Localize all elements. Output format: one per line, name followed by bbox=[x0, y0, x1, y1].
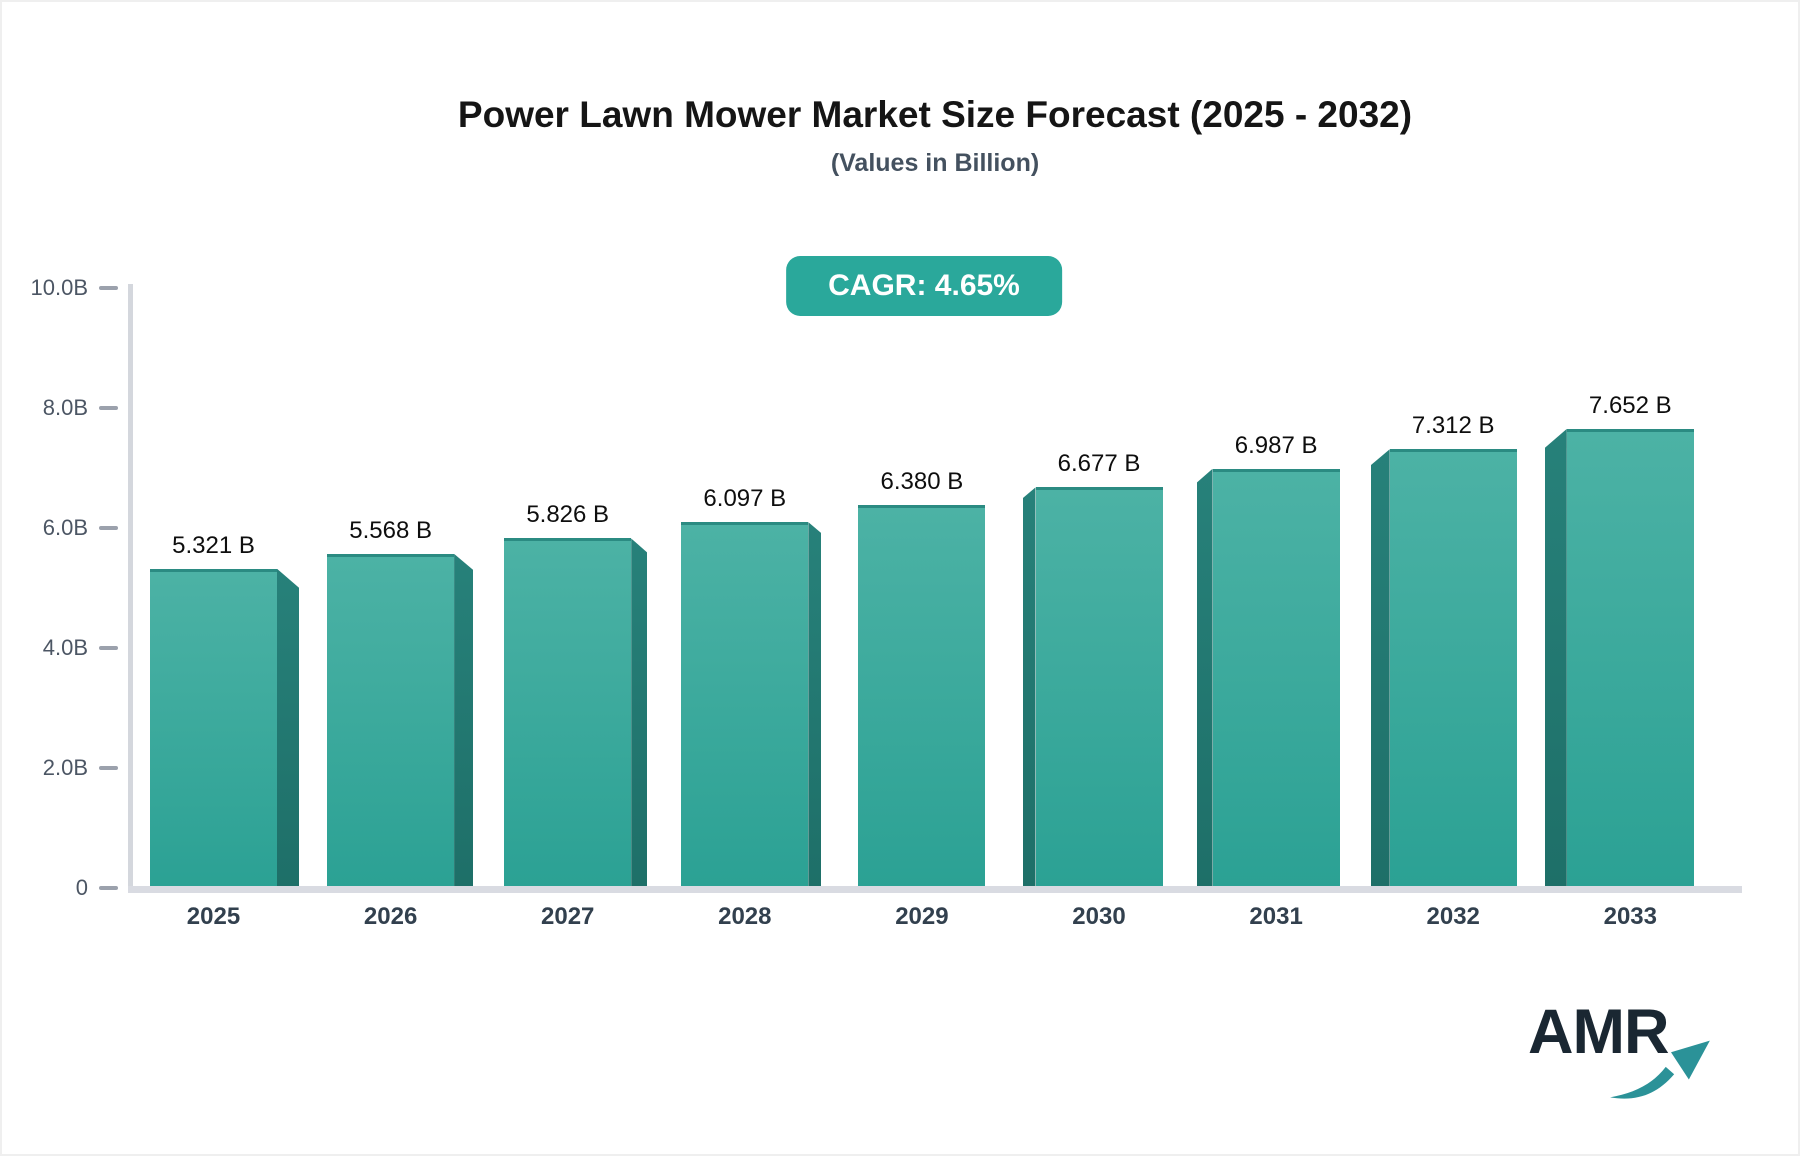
amr-logo: AMR bbox=[1528, 996, 1718, 1116]
y-tick-label: 10.0B bbox=[30, 275, 89, 300]
x-axis-label-2026: 2026 bbox=[363, 903, 418, 930]
bar-2029 bbox=[858, 505, 986, 888]
bar-2032 bbox=[1389, 449, 1517, 888]
bar-value-label: 6.987 B bbox=[1234, 431, 1318, 459]
x-axis-label-2027: 2027 bbox=[540, 903, 595, 930]
y-tick-dash bbox=[99, 766, 118, 770]
bar-2026 bbox=[327, 553, 455, 888]
y-tick-label: 0 bbox=[75, 875, 88, 900]
y-axis-line bbox=[128, 284, 133, 888]
chart-subtitle: (Values in Billion) bbox=[830, 149, 1040, 177]
y-tick-dash bbox=[99, 526, 118, 530]
y-tick-label: 4.0B bbox=[42, 635, 88, 660]
x-axis-baseline bbox=[128, 886, 1742, 893]
bar-value-label: 5.568 B bbox=[349, 516, 432, 544]
bar-side-2028 bbox=[808, 522, 822, 888]
y-tick-label: 2.0B bbox=[42, 755, 88, 780]
amr-logo-text: AMR bbox=[1528, 997, 1669, 1067]
x-axis-label-2028: 2028 bbox=[718, 903, 772, 930]
bar-2027 bbox=[504, 538, 632, 888]
x-axis-label-2029: 2029 bbox=[895, 903, 949, 930]
bar-2031 bbox=[1212, 468, 1340, 888]
chart-title: Power Lawn Mower Market Size Forecast (2… bbox=[457, 94, 1413, 135]
bar-value-label: 6.380 B bbox=[880, 468, 964, 496]
bar-side-2033 bbox=[1544, 428, 1567, 888]
bar-value-label: 5.826 B bbox=[526, 501, 610, 529]
bar-side-2025 bbox=[277, 568, 299, 888]
bar-value-label: 5.321 B bbox=[172, 531, 255, 559]
x-axis-label-2025: 2025 bbox=[186, 903, 241, 930]
bar-value-label: 6.677 B bbox=[1057, 450, 1141, 478]
x-axis-label-2031: 2031 bbox=[1249, 903, 1303, 930]
growth-arrow-icon bbox=[1610, 1040, 1710, 1099]
y-tick-dash bbox=[99, 406, 118, 410]
bar-2025 bbox=[150, 568, 277, 888]
y-tick-label: 8.0B bbox=[42, 395, 88, 420]
bar-value-label: 7.652 B bbox=[1588, 391, 1672, 419]
bar-value-label: 6.097 B bbox=[703, 485, 787, 513]
y-tick-dash bbox=[99, 886, 118, 890]
x-axis-label-2032: 2032 bbox=[1426, 903, 1480, 930]
y-tick-dash bbox=[99, 646, 118, 650]
bar-2033 bbox=[1566, 428, 1694, 888]
bar-2030 bbox=[1035, 487, 1163, 888]
bar-side-2031 bbox=[1196, 468, 1213, 888]
bar-side-2026 bbox=[454, 553, 474, 888]
x-axis-label-2030: 2030 bbox=[1072, 903, 1126, 930]
y-tick-label: 6.0B bbox=[42, 515, 88, 540]
bar-2028 bbox=[681, 522, 809, 888]
y-tick-dash bbox=[99, 286, 118, 290]
bar-side-2030 bbox=[1022, 487, 1036, 888]
bar-side-2032 bbox=[1370, 449, 1390, 888]
cagr-badge: CAGR: 4.65% bbox=[786, 256, 1062, 316]
bar-side-2027 bbox=[631, 538, 648, 888]
bar-value-label: 7.312 B bbox=[1411, 412, 1495, 440]
x-axis-label-2033: 2033 bbox=[1603, 903, 1657, 930]
